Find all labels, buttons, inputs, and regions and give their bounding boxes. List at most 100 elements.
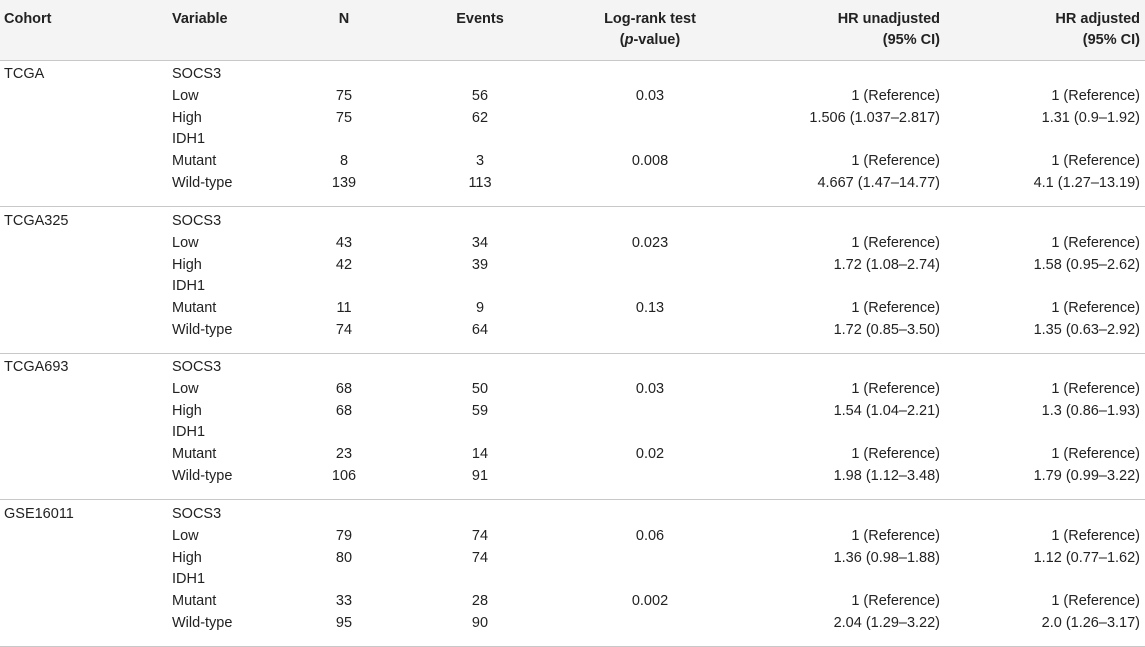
cell-variable: SOCS3 (172, 66, 222, 82)
cell-events: 113 (468, 175, 492, 191)
cell-n: 75 (335, 109, 353, 126)
cell-variable: High (172, 256, 202, 273)
header-hr-unadjusted: HR unadjusted (95% CI) (700, 9, 940, 51)
cell-events: 62 (471, 109, 489, 126)
cell-variable: SOCS3 (172, 359, 222, 375)
cell-events (430, 569, 530, 591)
cell-events (430, 64, 530, 86)
cell-hr-adjusted: 1 (Reference) (1051, 527, 1140, 544)
cell-variable: SOCS3 (172, 506, 222, 522)
header-logrank: Log-rank test (p-value) (560, 9, 740, 51)
cell-hr-adjusted (900, 276, 1140, 298)
cell-n (304, 422, 384, 444)
cell-events: 90 (471, 615, 489, 631)
cell-events: 50 (471, 380, 489, 397)
cell-n: 42 (335, 256, 353, 273)
cell-events: 59 (471, 402, 489, 419)
cell-n: 8 (339, 153, 349, 170)
cell-n: 68 (335, 402, 353, 419)
header-cohort: Cohort (4, 11, 52, 27)
cell-hr-unadjusted: 1.72 (1.08–2.74) (833, 256, 940, 273)
cell-n: 68 (335, 380, 353, 397)
cell-events: 74 (471, 527, 489, 544)
cell-hr-unadjusted: 1 (Reference) (851, 380, 940, 397)
cell-n: 33 (335, 593, 353, 610)
cell-n: 43 (335, 234, 353, 251)
cell-hr-adjusted: 1 (Reference) (1051, 87, 1140, 104)
cell-hr-adjusted: 1 (Reference) (1051, 446, 1140, 463)
cell-hr-unadjusted: 1 (Reference) (851, 446, 940, 463)
cell-variable: High (172, 549, 202, 566)
cell-n: 75 (335, 87, 353, 104)
cell-n: 95 (335, 615, 353, 631)
cell-n: 79 (335, 527, 353, 544)
cell-variable: Mutant (172, 153, 217, 170)
cell-events (430, 357, 530, 379)
cell-cohort: TCGA325 (4, 213, 69, 229)
cell-hr-adjusted (900, 504, 1140, 526)
cell-variable: SOCS3 (172, 213, 222, 229)
cell-hr-unadjusted: 1 (Reference) (851, 527, 940, 544)
cell-n (304, 64, 384, 86)
cell-cohort: TCGA693 (4, 359, 69, 375)
header-hr-adjusted-line2: (95% CI) (1082, 32, 1140, 48)
cell-hr-adjusted (900, 64, 1140, 86)
cell-n (304, 129, 384, 151)
cell-logrank: 0.02 (635, 446, 665, 463)
cell-variable: IDH1 (172, 278, 206, 295)
cohort-group: TCGA325 SOCS3 Low 43 34 0.023 1 (Reference) 1 (… (0, 207, 1145, 354)
cell-hr-adjusted: 1.58 (0.95–2.62) (1033, 256, 1140, 273)
header-logrank-suffix: -value) (633, 32, 681, 48)
cell-n: 80 (335, 549, 353, 566)
cell-n (304, 211, 384, 233)
cell-events (430, 276, 530, 298)
header-hr-adjusted-line1: HR adjusted (1055, 11, 1140, 27)
cell-logrank: 0.03 (635, 87, 665, 104)
cell-events: 39 (471, 256, 489, 273)
cell-hr-unadjusted: 1 (Reference) (851, 87, 940, 104)
cell-hr-adjusted: 2.0 (1.26–3.17) (1041, 615, 1140, 631)
header-logrank-p: p (624, 32, 634, 48)
cell-variable: Mutant (172, 446, 217, 463)
cell-events (430, 129, 530, 151)
cell-variable: Wild-type (172, 468, 233, 484)
cell-cohort: GSE16011 (4, 506, 74, 522)
cell-hr-unadjusted: 1 (Reference) (851, 300, 940, 317)
cell-variable: High (172, 109, 202, 126)
cell-hr-adjusted: 1.3 (0.86–1.93) (1041, 402, 1140, 419)
cell-variable: Wild-type (172, 615, 233, 631)
cell-events: 91 (471, 468, 489, 484)
cell-hr-unadjusted: 1 (Reference) (851, 234, 940, 251)
cell-variable: Mutant (172, 300, 217, 317)
cell-n: 74 (335, 322, 353, 338)
cell-events: 56 (471, 87, 489, 104)
cell-hr-unadjusted: 1 (Reference) (851, 593, 940, 610)
cell-logrank: 0.03 (635, 380, 665, 397)
header-logrank-paren: ( (619, 32, 625, 48)
cell-events (430, 211, 530, 233)
cell-hr-adjusted (900, 129, 1140, 151)
cell-hr-adjusted (900, 211, 1140, 233)
cell-n (304, 569, 384, 591)
cell-variable: Mutant (172, 593, 217, 610)
table-header: Cohort Variable N Events Log-rank test (… (0, 0, 1145, 61)
cell-hr-adjusted: 1 (Reference) (1051, 380, 1140, 397)
cell-variable: High (172, 402, 202, 419)
cell-variable: Wild-type (172, 322, 233, 338)
cell-hr-adjusted: 1.35 (0.63–2.92) (1033, 322, 1140, 338)
cohort-group: TCGA SOCS3 Low 75 56 0.03 1 (Reference) 1 (Refe… (0, 60, 1145, 207)
header-n: N (338, 11, 350, 27)
cell-events: 3 (475, 153, 485, 170)
cell-n: 11 (336, 300, 352, 317)
cell-hr-adjusted: 1 (Reference) (1051, 234, 1140, 251)
cell-hr-adjusted (900, 422, 1140, 444)
cell-hr-adjusted: 1 (Reference) (1051, 153, 1140, 170)
cell-hr-adjusted: 1 (Reference) (1051, 593, 1140, 610)
header-logrank-line2: (p-value) (560, 30, 740, 51)
cell-hr-unadjusted: 4.667 (1.47–14.77) (817, 175, 940, 191)
header-hr-adjusted: HR adjusted (95% CI) (900, 9, 1140, 51)
cell-variable: Low (172, 380, 199, 397)
cell-events: 9 (475, 300, 485, 317)
cell-variable: Wild-type (172, 175, 233, 191)
